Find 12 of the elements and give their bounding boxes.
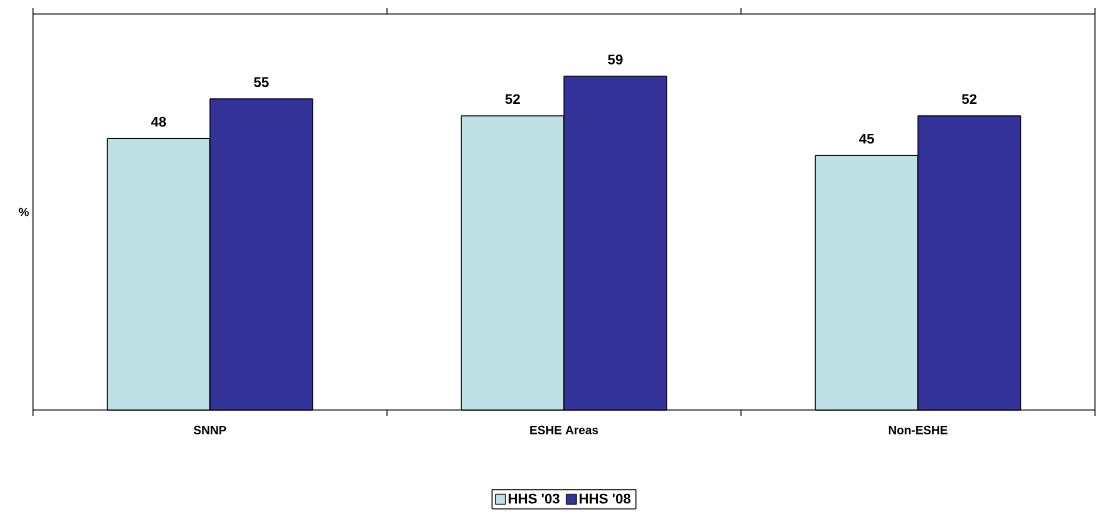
- data-label: 59: [607, 54, 623, 65]
- data-label: 48: [151, 116, 166, 127]
- data-label: 55: [253, 77, 269, 88]
- legend-label: HHS '08: [579, 493, 631, 504]
- x-tick-label: SNNP: [193, 425, 227, 435]
- data-label: 45: [859, 133, 875, 144]
- y-axis-title: %: [18, 207, 29, 217]
- data-label: 52: [961, 94, 977, 105]
- legend-label: HHS '03: [508, 493, 560, 504]
- data-label: 52: [505, 94, 520, 105]
- x-tick-label: Non-ESHE: [888, 425, 948, 435]
- x-tick-label: ESHE Areas: [530, 425, 599, 435]
